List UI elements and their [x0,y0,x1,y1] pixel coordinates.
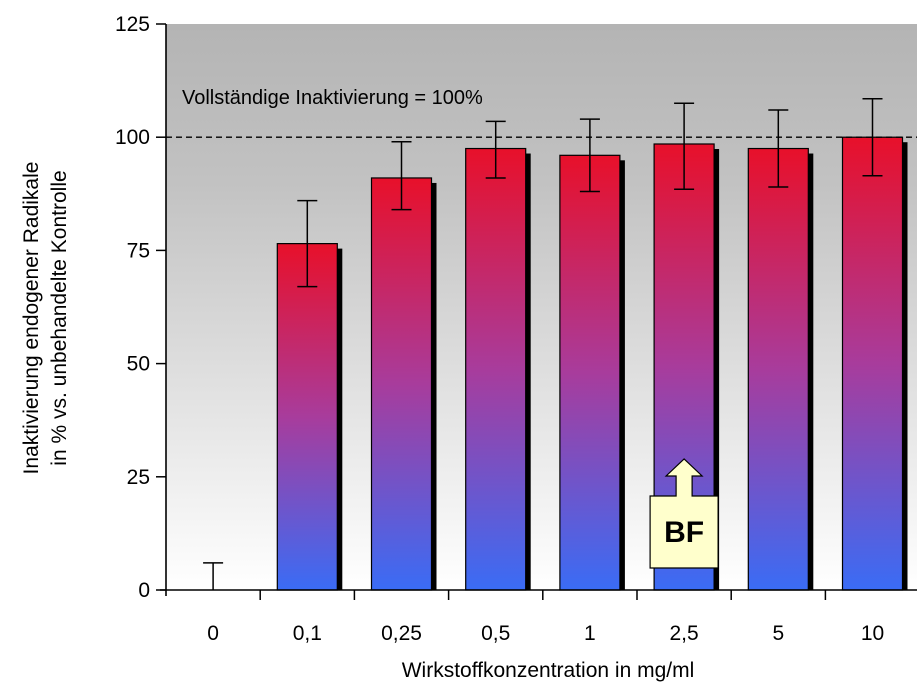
bar-0-1 [276,243,338,591]
bar-5 [747,147,809,591]
y-tick-label-75: 75 [127,239,150,262]
error-bars-group [203,97,883,590]
bars-group [276,136,908,591]
x-tick-label-0-5: 0,5 [481,622,510,645]
reference-line-label: Vollständige Inaktivierung = 100% [182,87,483,109]
x-axis-title: Wirkstoffkonzentration in mg/ml [402,659,695,682]
y-tick-label-25: 25 [127,466,150,489]
y-tick-label-100: 100 [115,126,150,149]
bar-10 [841,136,904,591]
x-tick-label-1: 1 [584,622,596,645]
y-axis-title-line-2: in % vs. unbehandelte Kontrolle [48,170,71,465]
y-tick-label-50: 50 [127,353,150,376]
x-tick-label-0: 0 [207,622,219,645]
x-tick-label-10: 10 [861,622,884,645]
bf-arrow-badge-shape [649,458,719,569]
x-tick-label-0-25: 0,25 [381,622,422,645]
bar-0-25 [370,177,433,591]
bar-1 [559,154,621,591]
bar-0-5 [465,147,527,591]
y-axis-title-line-1: Inaktivierung endogener Radikale [20,162,43,475]
x-tick-label-0-1: 0,1 [293,622,322,645]
y-tick-label-0: 0 [138,579,150,602]
bf-badge-label: BF [664,516,704,549]
y-tick-label-125: 125 [115,13,150,36]
x-tick-label-5: 5 [772,622,784,645]
x-tick-label-2-5: 2,5 [669,622,698,645]
bf-highlight-badge: BF [649,458,719,569]
